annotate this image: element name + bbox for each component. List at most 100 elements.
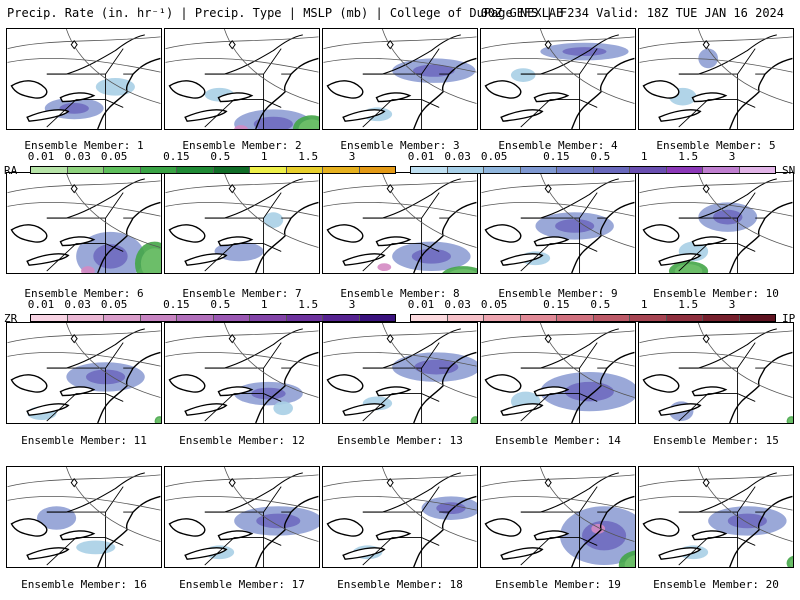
color-swatch [630, 315, 667, 321]
scale-tick-label: 1 [260, 150, 268, 163]
isobar [323, 351, 477, 367]
map-canvas [639, 323, 793, 423]
color-swatch [593, 167, 630, 173]
map-canvas [481, 467, 635, 567]
isobar [697, 323, 793, 398]
heavy-snow-area [562, 47, 607, 56]
scale-tick-label: 0.05 [100, 150, 128, 163]
pressure-center-marker [544, 183, 552, 194]
isobar [323, 57, 477, 73]
ensemble-member-map [6, 322, 162, 424]
color-scale-bar [30, 166, 396, 174]
heavy-snow-area [727, 513, 767, 529]
lake-ontario [533, 236, 570, 247]
color-swatch [703, 315, 740, 321]
international-border [204, 472, 303, 513]
state-boundaries [520, 48, 608, 129]
map-canvas [165, 467, 319, 567]
lake-erie [658, 403, 702, 416]
ensemble-member-map [638, 172, 794, 274]
lake-superior-huron [642, 374, 680, 393]
heavy-snow-area [411, 248, 451, 264]
map-canvas [165, 29, 319, 129]
base-map [639, 467, 793, 567]
pressure-center-marker [702, 183, 710, 194]
isobar [65, 173, 161, 248]
scale-tick-label: 0.05 [480, 150, 508, 163]
scale-tick-label: 1.5 [298, 298, 319, 311]
map-canvas [165, 323, 319, 423]
map-canvas [7, 323, 161, 423]
scale-tick-label: 0.5 [210, 298, 231, 311]
color-swatch [250, 167, 287, 173]
isobar [7, 180, 161, 193]
isobar [223, 173, 319, 248]
color-swatch [703, 167, 740, 173]
pressure-center-marker [70, 477, 78, 488]
base-map [639, 29, 793, 129]
map-canvas [481, 323, 635, 423]
pressure-center-marker [702, 39, 710, 50]
international-border [46, 178, 145, 219]
lake-superior-huron [326, 518, 364, 537]
run-valid-time: 00Z GEFS | F234 Valid: 18Z TUE JAN 16 20… [480, 6, 784, 20]
precip-rate-legend: SN 0.01 0.03 0.05 0.15 0.5 1 1.5 3 [404, 150, 800, 177]
product-title: Precip. Rate (in. hr⁻¹) | Precip. Type |… [7, 6, 564, 20]
isobar [165, 57, 319, 73]
state-boundaries [520, 342, 608, 423]
isobar [7, 36, 161, 49]
base-map [639, 323, 793, 423]
ensemble-member-map [638, 466, 794, 568]
lake-erie [26, 109, 70, 122]
scale-tick-label: 3 [728, 298, 736, 311]
lake-erie [658, 109, 702, 122]
scale-tick-label: 0.05 [100, 298, 128, 311]
isobar [381, 173, 477, 248]
isobar [481, 351, 635, 367]
base-map [7, 173, 161, 273]
base-map [165, 467, 319, 567]
lake-erie [658, 547, 702, 560]
isobar [7, 351, 161, 367]
color-swatch [250, 315, 287, 321]
isobar [165, 351, 319, 367]
lake-ontario [59, 530, 96, 541]
color-swatch [484, 167, 521, 173]
pressure-center-marker [70, 183, 78, 194]
color-scale-bar [410, 166, 776, 174]
ensemble-member-label: Ensemble Member: 15 [653, 434, 779, 447]
lake-ontario [59, 92, 96, 103]
color-swatch [67, 167, 104, 173]
ensemble-member-label: Ensemble Member: 18 [337, 578, 463, 591]
color-swatch [286, 167, 323, 173]
international-border [46, 34, 145, 75]
lake-erie [500, 403, 544, 416]
pressure-center-marker [228, 477, 236, 488]
map-canvas [7, 467, 161, 567]
color-swatch [67, 315, 104, 321]
state-boundaries [204, 486, 292, 567]
international-border [46, 472, 145, 513]
ensemble-member-label: Ensemble Member: 13 [337, 434, 463, 447]
lake-erie [342, 403, 386, 416]
color-swatch [177, 167, 214, 173]
lake-ontario [59, 236, 96, 247]
lake-ontario [375, 236, 412, 247]
light-rain-area [449, 269, 477, 273]
isobar [323, 495, 477, 511]
map-canvas [639, 29, 793, 129]
ensemble-member-label: Ensemble Member: 8 [340, 287, 460, 300]
isobar [223, 467, 319, 542]
lake-superior-huron [10, 374, 48, 393]
lake-superior-huron [326, 224, 364, 243]
isobar [65, 323, 161, 398]
isobar [223, 29, 319, 104]
isobar [697, 173, 793, 248]
color-swatch [286, 315, 323, 321]
snow-area [273, 401, 293, 416]
lake-ontario [375, 386, 412, 397]
color-swatch [177, 315, 214, 321]
light-rain-area [788, 417, 793, 423]
pressure-center-marker [702, 477, 710, 488]
isobar [223, 323, 319, 398]
